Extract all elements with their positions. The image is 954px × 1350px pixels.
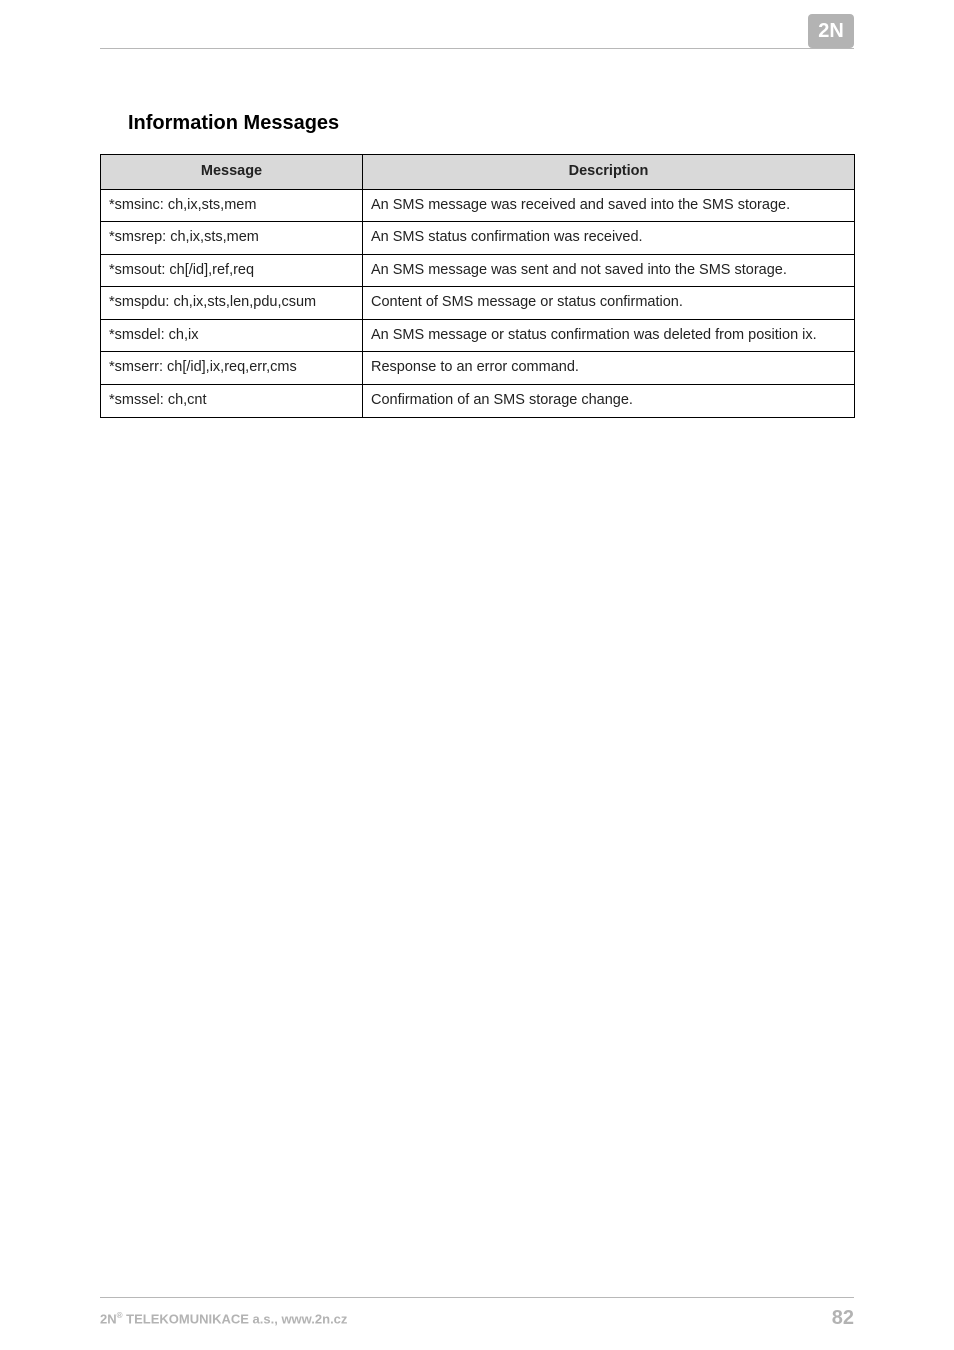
cell-description: Response to an error command. (363, 352, 855, 385)
footer-rule (100, 1297, 854, 1298)
info-messages-table: Message Description *smsinc: ch,ix,sts,m… (100, 154, 855, 418)
table-row: *smssel: ch,cnt Confirmation of an SMS s… (101, 384, 855, 417)
cell-description: Confirmation of an SMS storage change. (363, 384, 855, 417)
section-heading: Information Messages (128, 112, 339, 135)
cell-description: An SMS message or status confirmation wa… (363, 319, 855, 352)
top-rule (100, 48, 854, 49)
table-row: *smsdel: ch,ix An SMS message or status … (101, 319, 855, 352)
cell-message: *smsrep: ch,ix,sts,mem (101, 222, 363, 255)
footer-brand-rest: TELEKOMUNIKACE a.s., www.2n.cz (123, 1311, 348, 1326)
cell-description: An SMS message was sent and not saved in… (363, 254, 855, 287)
header-message: Message (101, 155, 363, 190)
table-row: *smsrep: ch,ix,sts,mem An SMS status con… (101, 222, 855, 255)
cell-message: *smspdu: ch,ix,sts,len,pdu,csum (101, 287, 363, 320)
cell-message: *smserr: ch[/id],ix,req,err,cms (101, 352, 363, 385)
cell-message: *smsdel: ch,ix (101, 319, 363, 352)
cell-description: An SMS status confirmation was received. (363, 222, 855, 255)
footer-page-number: 82 (832, 1307, 854, 1330)
footer-left: 2N® TELEKOMUNIKACE a.s., www.2n.cz (100, 1311, 347, 1326)
table-row: *smserr: ch[/id],ix,req,err,cms Response… (101, 352, 855, 385)
logo-box: 2N (808, 14, 854, 48)
cell-message: *smsinc: ch,ix,sts,mem (101, 189, 363, 222)
cell-description: Content of SMS message or status confirm… (363, 287, 855, 320)
page: 2N Information Messages Message Descript… (0, 0, 954, 1350)
cell-description: An SMS message was received and saved in… (363, 189, 855, 222)
cell-message: *smssel: ch,cnt (101, 384, 363, 417)
table-row: *smsinc: ch,ix,sts,mem An SMS message wa… (101, 189, 855, 222)
header-description: Description (363, 155, 855, 190)
table-row: *smspdu: ch,ix,sts,len,pdu,csum Content … (101, 287, 855, 320)
footer-brand-prefix: 2N (100, 1311, 117, 1326)
cell-message: *smsout: ch[/id],ref,req (101, 254, 363, 287)
table-row: *smsout: ch[/id],ref,req An SMS message … (101, 254, 855, 287)
logo-text: 2N (818, 20, 844, 43)
table-header-row: Message Description (101, 155, 855, 190)
